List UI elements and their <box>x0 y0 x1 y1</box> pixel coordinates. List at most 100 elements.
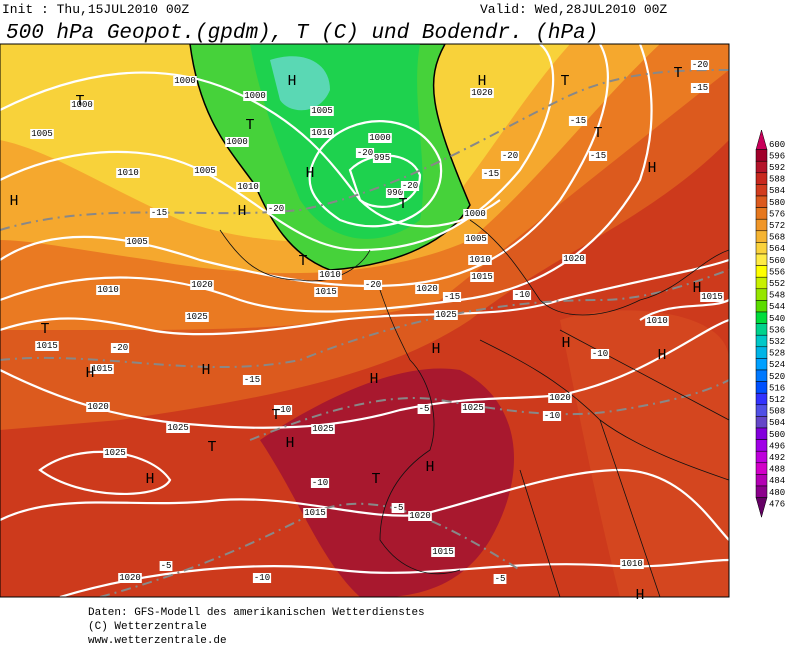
colorbar-label: 576 <box>769 209 785 219</box>
colorbar-swatch <box>755 288 768 301</box>
isobar-label: 1015 <box>36 341 58 351</box>
colorbar-swatch <box>755 242 768 255</box>
isobar-label-box <box>173 76 197 86</box>
colorbar-label: 588 <box>769 175 785 185</box>
isobar-label-box <box>193 166 217 176</box>
isobar-label-box <box>311 424 335 434</box>
isotherm-label-box <box>590 349 610 359</box>
colorbar-swatch <box>755 230 768 243</box>
isobar-label-box <box>225 137 249 147</box>
pressure-center: H <box>692 280 701 297</box>
isobar-label-box <box>116 168 140 178</box>
colorbar-swatch <box>755 129 768 150</box>
isotherm-label-box <box>400 181 420 191</box>
colorbar-label: 580 <box>769 198 785 208</box>
field-584-east <box>560 310 729 597</box>
pressure-center: T <box>398 196 407 213</box>
isobar-label: 1010 <box>646 316 668 326</box>
pressure-center: T <box>75 93 84 110</box>
pressure-center: T <box>298 253 307 270</box>
isobar-label: 1025 <box>435 310 457 320</box>
isobar-label-box <box>185 312 209 322</box>
isotherm-label-box <box>310 478 330 488</box>
colorbar-label: 504 <box>769 418 785 428</box>
pressure-center: H <box>477 73 486 90</box>
pressure-center: H <box>85 365 94 382</box>
isotherm-label-box <box>500 151 520 161</box>
isobar-label-box <box>464 234 488 244</box>
colorbar-swatch <box>755 195 768 208</box>
isobar-label-box <box>372 153 392 163</box>
isobar-label-box <box>303 508 327 518</box>
colorbar-label: 556 <box>769 267 785 277</box>
colorbar-swatch <box>755 404 768 417</box>
colorbar-label: 544 <box>769 302 785 312</box>
isobar-label: 1020 <box>549 393 571 403</box>
colorbar-swatch <box>755 358 768 371</box>
isobar-label: 1025 <box>186 312 208 322</box>
isobar-label: 1000 <box>226 137 248 147</box>
isobar-label: 1020 <box>416 284 438 294</box>
map-labels: 1000 1000 1000 1005 1010 1000 1000 995 990 1005 10… <box>9 60 724 604</box>
isobar-label: 1000 <box>71 100 93 110</box>
isobar-label-box <box>190 280 214 290</box>
isobar-label-box <box>96 285 120 295</box>
isobar-label: 1005 <box>126 237 148 247</box>
isobar-label-box <box>118 573 142 583</box>
colorbar-swatch <box>755 253 768 266</box>
isotherm-label-box <box>512 290 532 300</box>
isobar-label: 1010 <box>311 128 333 138</box>
colorbar-swatch <box>755 300 768 313</box>
colorbar-label: 480 <box>769 488 785 498</box>
isobar-label-box <box>86 402 110 412</box>
isotherm-label: -10 <box>312 478 328 488</box>
isobar-label: 1025 <box>167 423 189 433</box>
pressure-center: T <box>40 321 49 338</box>
isobar-label-box <box>70 100 94 110</box>
isobar-label-box <box>470 272 494 282</box>
isotherm-label: -5 <box>393 503 404 513</box>
colorbar-swatch <box>755 497 768 519</box>
isotherm-label: -15 <box>590 151 606 161</box>
isobar-label-box <box>548 393 572 403</box>
isobar-label-box <box>645 316 669 326</box>
isotherm-label: -20 <box>502 151 518 161</box>
isobar-label: 1000 <box>369 133 391 143</box>
colorbar-swatch <box>755 346 768 359</box>
footer-line: (C) Wetterzentrale <box>88 621 207 633</box>
pressure-center: T <box>207 439 216 456</box>
isotherm-label: -15 <box>570 116 586 126</box>
isotherm-label: -10 <box>592 349 608 359</box>
isobar-label: 1010 <box>319 270 341 280</box>
isotherm-label-box <box>363 280 383 290</box>
isotherm-label-box <box>690 83 710 93</box>
pressure-center: H <box>201 362 210 379</box>
pressure-center: T <box>245 117 254 134</box>
isobars <box>0 44 729 597</box>
isobar-label-box <box>30 129 54 139</box>
colorbar-label: 560 <box>769 256 785 266</box>
isotherm-label-box <box>242 375 262 385</box>
isotherm-label: -10 <box>514 290 530 300</box>
colorbar-swatch <box>755 323 768 336</box>
colorbar-label: 540 <box>769 314 785 324</box>
colorbar-swatch <box>755 334 768 348</box>
isotherm-label: -15 <box>483 169 499 179</box>
isobar-label: 1020 <box>471 88 493 98</box>
colorbar-swatch <box>755 149 768 162</box>
pressure-center: H <box>647 160 656 177</box>
colorbar-label: 508 <box>769 407 785 417</box>
pressure-center: H <box>9 193 18 210</box>
isobar-label-box <box>461 403 485 413</box>
isobar-label-box <box>408 511 432 521</box>
isotherm-label-box <box>588 151 608 161</box>
colorbar-label: 572 <box>769 221 785 231</box>
pressure-center: T <box>673 65 682 82</box>
colorbar-label: 476 <box>769 499 785 509</box>
pressure-center: H <box>635 587 644 604</box>
colorbar-label: 512 <box>769 395 785 405</box>
isobar-label: 1010 <box>97 285 119 295</box>
